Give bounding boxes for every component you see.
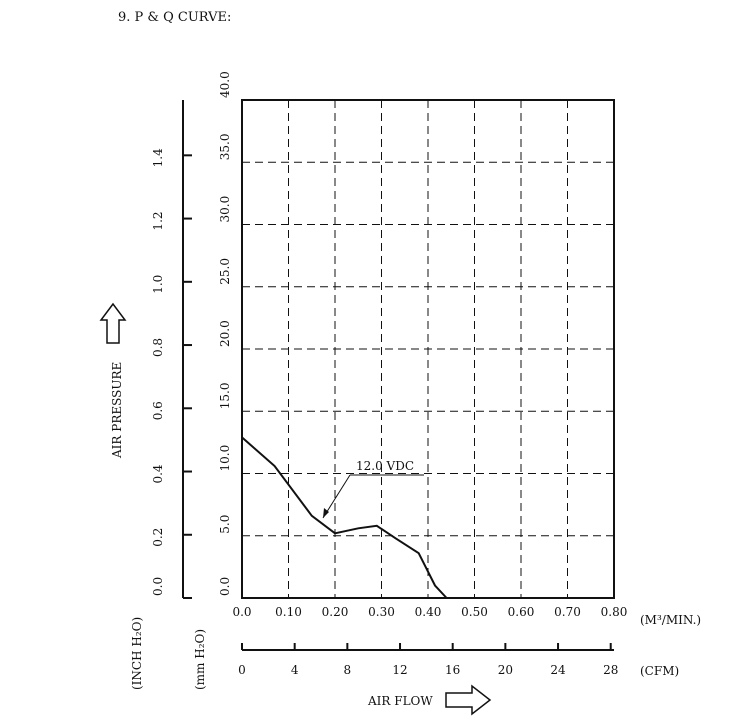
x2-tick-label: 12 [392,663,407,677]
y-tick-label: 25.0 [218,258,232,285]
y-tick-label: 35.0 [218,134,232,161]
x-tick-label: 0.0 [232,605,251,619]
x2-tick-label: 28 [603,663,618,677]
y2-tick-label: 1.4 [151,148,165,167]
y2-tick-label: 0.0 [151,577,165,596]
series-line-12vdc [241,436,448,599]
x2-tick-labels: 0 4 8 12 16 20 24 28 [238,643,618,677]
x2-tick-label: 8 [344,663,352,677]
y-tick-label: 5.0 [218,515,232,534]
y2-unit-label: (INCH H₂O) [130,617,144,690]
up-arrow-icon [99,302,127,344]
x2-tick-label: 0 [238,663,246,677]
y-tick-label: 40.0 [218,71,232,98]
x2-unit-label: (CFM) [640,664,679,678]
x-tick-label: 0.20 [322,605,349,619]
grid-lines [242,100,614,598]
x2-tick-label: 16 [445,663,460,677]
x2-tick-label: 24 [550,663,566,677]
y-tick-label: 15.0 [218,383,232,410]
section-title: 9. P & Q CURVE: [118,10,231,25]
y-unit-label: (mm H₂O) [193,629,207,690]
y2-tick-labels: 0.0 0.2 0.4 0.6 0.8 1.0 1.2 1.4 [151,148,192,599]
x-tick-label: 0.80 [601,605,628,619]
y-tick-label: 20.0 [218,320,232,347]
y2-tick-label: 0.2 [151,528,165,547]
y-tick-label: 0.0 [218,577,232,596]
x2-tick-label: 4 [291,663,299,677]
y2-tick-label: 0.8 [151,338,165,357]
x-axis-title: AIR FLOW [367,694,433,708]
x-tick-labels: 0.0 0.10 0.20 0.30 0.40 0.50 0.60 0.70 0.80 [232,605,627,619]
x-tick-label: 0.30 [368,605,395,619]
y2-tick-label: 0.4 [151,464,165,483]
annotation-arrowhead [323,508,329,518]
x-tick-label: 0.60 [508,605,535,619]
x-tick-label: 0.50 [461,605,488,619]
y-tick-label: 10.0 [218,445,232,472]
x-tick-label: 0.10 [275,605,302,619]
y-tick-labels: 0.0 5.0 10.0 15.0 20.0 25.0 30.0 35.0 40.0 [218,71,232,596]
y2-tick-label: 1.2 [151,211,165,230]
x-tick-label: 0.70 [554,605,581,619]
series-annotation: 12.0 VDC [356,459,414,473]
x2-tick-label: 20 [498,663,513,677]
y2-tick-label: 0.6 [151,401,165,420]
y2-tick-label: 1.0 [151,275,165,294]
x-tick-label: 0.40 [415,605,442,619]
y-axis-title: AIR PRESSURE [110,362,124,459]
y-tick-label: 30.0 [218,196,232,223]
plot-frame [241,99,615,599]
x-unit-label: (M³/MIN.) [640,613,701,627]
right-arrow-icon [445,684,492,716]
